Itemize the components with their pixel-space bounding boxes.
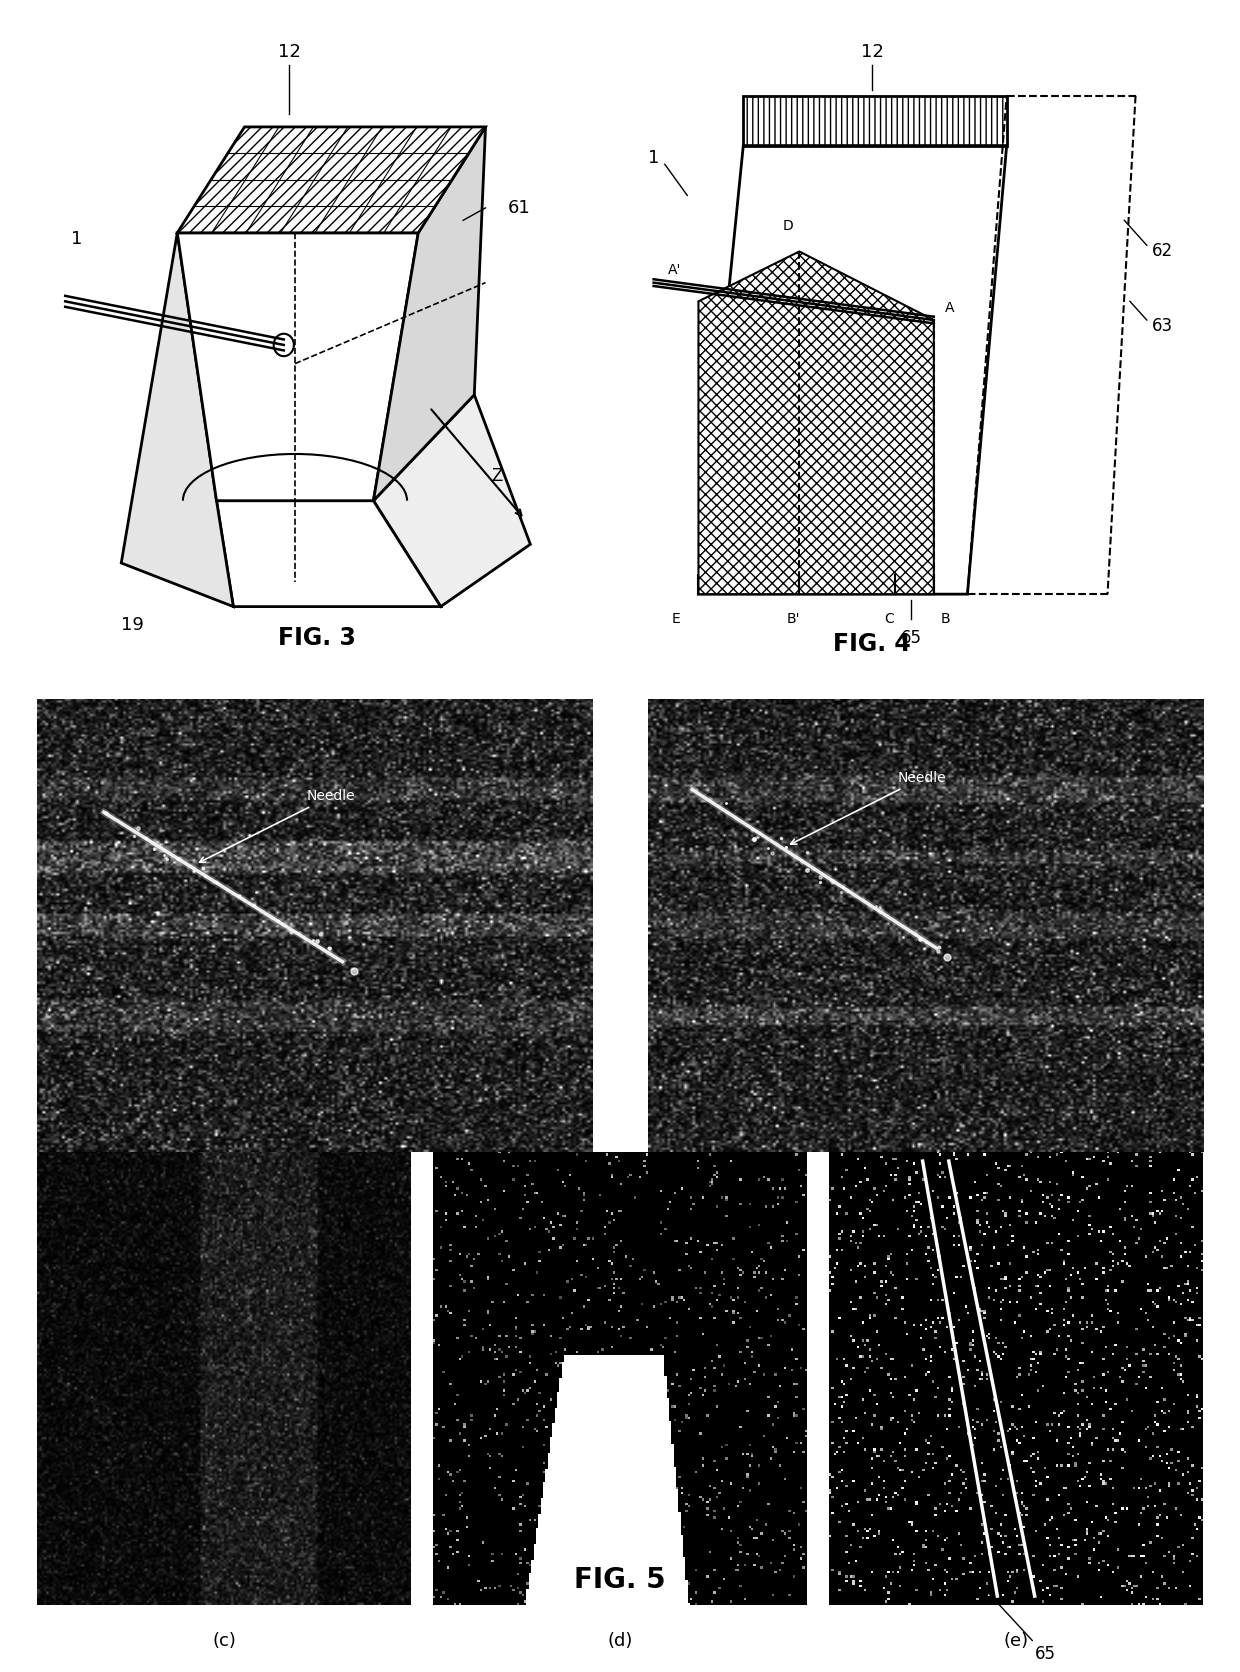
Text: B: B	[940, 612, 950, 625]
Text: (b): (b)	[913, 1179, 937, 1197]
Text: 1: 1	[71, 231, 82, 247]
Text: C: C	[884, 612, 894, 625]
Polygon shape	[217, 500, 440, 607]
Polygon shape	[698, 251, 934, 594]
Text: 19: 19	[122, 617, 144, 634]
Text: E: E	[672, 612, 681, 625]
Text: 63: 63	[1152, 318, 1173, 336]
Polygon shape	[373, 127, 486, 500]
Polygon shape	[373, 395, 531, 607]
Text: (d): (d)	[608, 1632, 632, 1650]
Text: 12: 12	[861, 43, 884, 62]
Text: 1: 1	[649, 149, 660, 167]
Text: 65: 65	[901, 629, 921, 647]
Text: 65: 65	[981, 1585, 1055, 1664]
Text: (a): (a)	[303, 1179, 327, 1197]
Text: (c): (c)	[212, 1632, 236, 1650]
Text: (e): (e)	[1003, 1632, 1028, 1650]
Text: A': A'	[668, 263, 682, 278]
Text: B': B'	[787, 612, 801, 625]
Text: D: D	[782, 219, 794, 232]
Text: 61: 61	[508, 199, 531, 217]
Polygon shape	[177, 232, 418, 500]
Text: A: A	[945, 301, 955, 314]
Polygon shape	[743, 95, 1007, 145]
Polygon shape	[122, 232, 233, 607]
Text: 12: 12	[278, 43, 301, 62]
Text: FIG. 3: FIG. 3	[279, 627, 356, 650]
Text: 62: 62	[1152, 242, 1173, 261]
Text: Needle: Needle	[791, 771, 946, 844]
Text: Needle: Needle	[200, 789, 355, 863]
Text: Z: Z	[491, 466, 502, 485]
Text: FIG. 5: FIG. 5	[574, 1567, 666, 1593]
Text: FIG. 4: FIG. 4	[833, 632, 911, 657]
Polygon shape	[177, 127, 486, 232]
